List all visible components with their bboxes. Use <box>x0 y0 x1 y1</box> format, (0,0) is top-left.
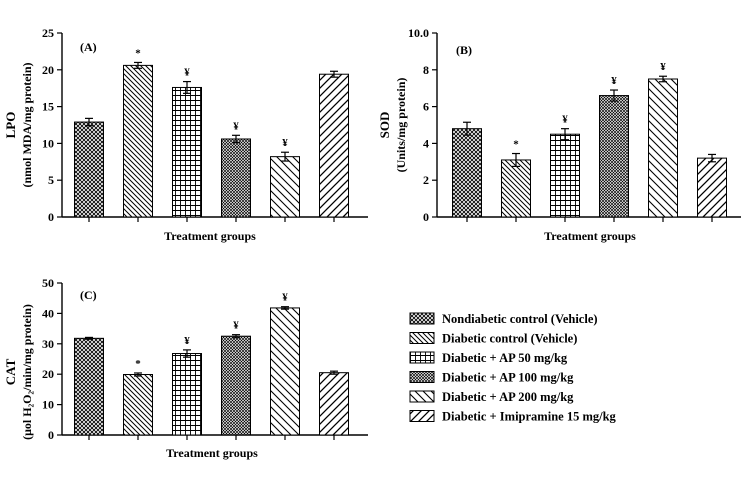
bar-6 <box>319 372 349 436</box>
significance-marker: ¥ <box>660 61 666 73</box>
panel-b-sod-chart: (B) SOD (Units/mg protein) Treatment gro… <box>377 26 741 243</box>
y-tick-label: 0 <box>48 428 54 442</box>
significance-marker: ¥ <box>233 320 239 332</box>
y-tick-label: 5 <box>48 173 54 187</box>
significance-marker: ¥ <box>282 292 288 304</box>
panel-c-xlabel: Treatment groups <box>166 446 258 460</box>
bar-3 <box>172 353 202 436</box>
panel-b-ylabel-title: SOD <box>377 112 392 139</box>
panel-a-xlabel: Treatment groups <box>164 229 256 243</box>
bar-4 <box>221 335 251 436</box>
bar-6 <box>319 73 349 218</box>
y-tick-label: 0 <box>48 210 54 224</box>
legend-swatch-6 <box>409 410 435 422</box>
significance-marker: ¥ <box>184 67 190 79</box>
legend-swatch-5 <box>409 390 435 403</box>
significance-marker: ¥ <box>184 335 190 347</box>
significance-marker: * <box>135 47 141 59</box>
panel-c-ylabel-unit: (μol H₂O₂/min/mg protein) <box>20 304 34 440</box>
panel-c-label: (C) <box>80 288 97 302</box>
panel-a-ylabel-title: LPO <box>3 112 18 139</box>
legend-label-4: Diabetic + AP 100 mg/kg <box>442 371 574 385</box>
panel-a-ylabel-unit: (nmol MDA/mg protein) <box>20 62 34 187</box>
y-tick-label: 50 <box>42 276 54 290</box>
legend-label-5: Diabetic + AP 200 mg/kg <box>442 390 574 404</box>
panel-a-lpo-chart: (A) LPO (nmol MDA/mg protein) Treatment … <box>3 26 368 243</box>
legend-label-1: Nondiabetic control (Vehicle) <box>442 312 598 326</box>
significance-marker: * <box>513 139 519 151</box>
bar-5 <box>648 78 678 218</box>
bar-2 <box>123 64 153 218</box>
y-tick-label: 4 <box>423 136 429 150</box>
bar-6 <box>697 157 727 218</box>
significance-marker: ¥ <box>611 75 617 87</box>
bar-4 <box>599 95 629 218</box>
bar-3 <box>550 133 580 218</box>
legend-label-6: Diabetic + Imipramine 15 mg/kg <box>442 410 617 424</box>
bar-5 <box>270 307 300 436</box>
y-tick-label: 6 <box>423 100 429 114</box>
panel-b-ylabel-unit: (Units/mg protein) <box>394 78 408 173</box>
legend-label-3: Diabetic + AP 50 mg/kg <box>442 351 568 365</box>
legend: Nondiabetic control (Vehicle) Diabetic co… <box>409 312 617 424</box>
panel-b-label: (B) <box>456 43 472 57</box>
y-tick-label: 0 <box>423 210 429 224</box>
bar-5 <box>270 156 300 218</box>
y-tick-label: 15 <box>42 100 54 114</box>
y-tick-label: 8 <box>423 63 429 77</box>
legend-swatch-4 <box>409 371 435 383</box>
y-tick-label: 20 <box>42 367 54 381</box>
y-tick-label: 10 <box>42 398 54 412</box>
legend-swatch-3 <box>409 351 435 364</box>
y-tick-label: 10 <box>42 136 54 150</box>
bar-3 <box>172 86 202 218</box>
y-tick-label: 20 <box>42 63 54 77</box>
y-tick-label: 30 <box>42 337 54 351</box>
y-tick-label: 40 <box>42 306 54 320</box>
bar-2 <box>501 159 531 218</box>
y-tick-label: 10.0 <box>408 26 429 40</box>
y-tick-label: 25 <box>42 26 54 40</box>
legend-label-2: Diabetic control (Vehicle) <box>442 332 577 346</box>
significance-marker: ¥ <box>233 120 239 132</box>
significance-marker: * <box>135 358 141 370</box>
legend-swatch-1 <box>409 312 435 325</box>
significance-marker: ¥ <box>282 137 288 149</box>
bar-2 <box>123 374 153 436</box>
bar-4 <box>221 138 251 218</box>
bar-1 <box>452 128 482 218</box>
y-tick-label: 2 <box>423 173 429 187</box>
bar-1 <box>74 121 104 218</box>
bar-1 <box>74 337 104 436</box>
panel-c-ylabel-title: CAT <box>3 358 18 385</box>
panel-c-cat-chart: (C) CAT (μol H₂O₂/min/mg protein) Treatm… <box>3 276 368 460</box>
significance-marker: ¥ <box>562 114 568 126</box>
legend-swatch-2 <box>409 332 435 344</box>
panel-a-label: (A) <box>80 40 97 54</box>
panel-b-xlabel: Treatment groups <box>544 229 636 243</box>
